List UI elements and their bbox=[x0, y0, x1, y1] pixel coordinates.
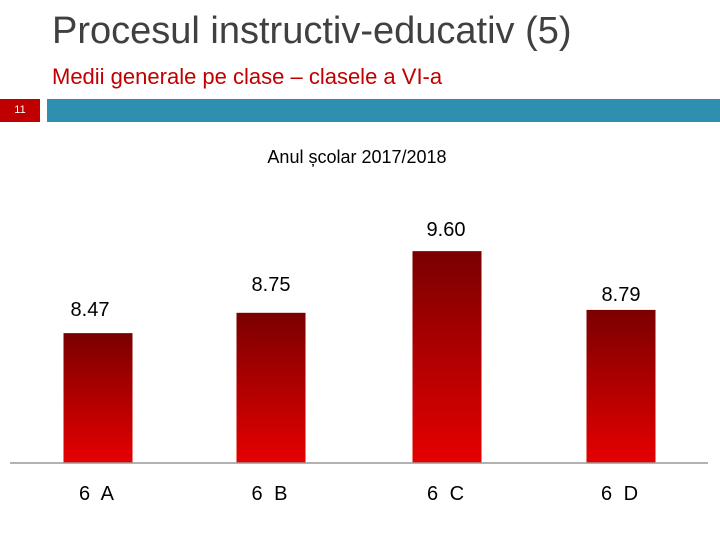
slide-subtitle: Medii generale pe clase – clasele a VI-a bbox=[52, 64, 443, 89]
bar-6a bbox=[63, 333, 133, 463]
category-label: 6 B bbox=[251, 483, 290, 505]
category-label: 6 D bbox=[601, 483, 641, 505]
slide-title: Procesul instructiv-educativ (5) bbox=[52, 10, 572, 52]
data-label: 8.47 bbox=[71, 299, 110, 321]
chart-title: Anul școlar 2017/2018 bbox=[267, 147, 446, 167]
bar-6d bbox=[586, 309, 656, 463]
data-label: 8.75 bbox=[252, 274, 291, 296]
data-label: 8.79 bbox=[602, 284, 641, 306]
header-rule bbox=[47, 99, 720, 122]
bar-6c bbox=[412, 251, 482, 463]
category-label: 6 C bbox=[427, 483, 467, 505]
bar-6b bbox=[236, 312, 306, 463]
category-label: 6 A bbox=[79, 483, 117, 505]
data-label: 9.60 bbox=[427, 219, 466, 241]
slide-number: 11 bbox=[0, 99, 40, 122]
